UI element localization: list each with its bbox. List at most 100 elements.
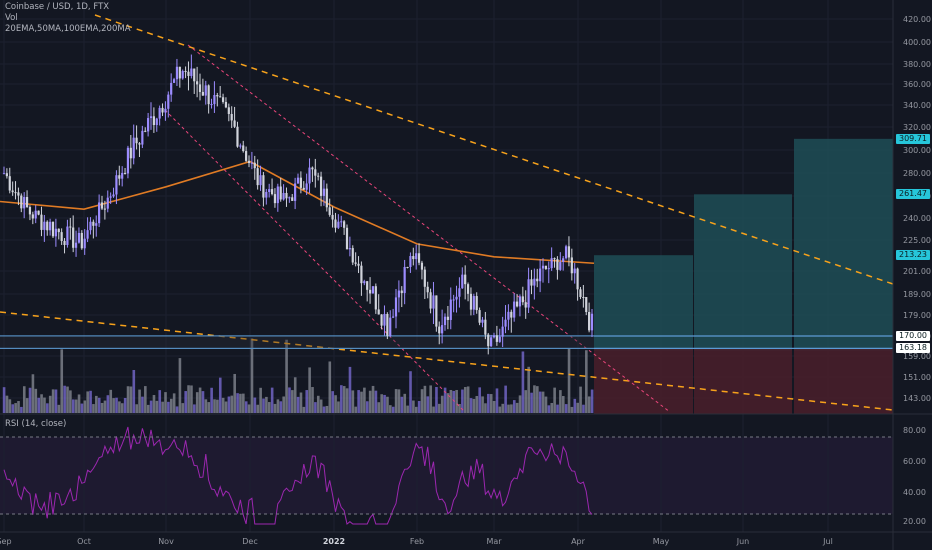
volume-label[interactable]: Vol	[5, 13, 18, 23]
candle-body	[66, 226, 69, 245]
time-axis[interactable]: Sep Oct Nov Dec 2022 Feb Mar Apr May Jun Jul	[0, 537, 833, 546]
lower-trendline	[0, 311, 894, 411]
candle-body	[144, 130, 147, 132]
candle-body	[524, 302, 527, 308]
volume-bar	[115, 397, 118, 413]
price-tick: 300.00	[903, 146, 931, 155]
time-tick: Sep	[0, 537, 12, 546]
volume-bar	[371, 385, 375, 413]
candle-body	[348, 248, 351, 250]
price-badge: 170.00	[896, 331, 930, 341]
volume-bar	[536, 386, 539, 413]
candle-body	[5, 173, 8, 177]
price-tick: 400.00	[903, 38, 931, 47]
candle-body	[475, 296, 478, 311]
candle-body	[72, 227, 75, 248]
volume-bar	[527, 366, 530, 413]
candle-body	[247, 160, 251, 164]
candle-body	[400, 290, 403, 294]
volume-bar	[435, 386, 438, 413]
volume-bar	[89, 390, 92, 413]
candle-body	[458, 288, 461, 297]
volume-bar	[553, 387, 556, 413]
ma-label[interactable]: 20EMA,50MA,100EMA,200MA	[5, 24, 131, 34]
price-tick: 240.00	[903, 214, 931, 223]
symbol-title[interactable]: Coinbase / USD, 1D, FTX	[5, 2, 110, 12]
candle-body	[314, 169, 317, 176]
candle-body	[221, 97, 225, 102]
candle-body	[541, 265, 545, 269]
candle-body	[46, 221, 49, 231]
price-badge: 163.18	[896, 343, 930, 354]
volume-bar	[417, 400, 421, 413]
price-tick: 340.00	[903, 101, 931, 110]
candle-body	[74, 242, 78, 248]
candle-body	[426, 286, 429, 293]
volume-bar	[576, 402, 579, 413]
candle-body	[296, 177, 300, 184]
candle-body	[115, 175, 118, 195]
volume-bar	[11, 404, 15, 413]
candle-body	[466, 284, 470, 294]
candle-body	[547, 268, 550, 270]
candle-body	[518, 296, 522, 307]
candle-body	[539, 268, 542, 282]
volume-bar	[198, 387, 202, 413]
volume-bar	[386, 396, 389, 413]
candle-body	[57, 228, 60, 233]
time-tick: 2022	[323, 537, 345, 546]
candle-body	[573, 268, 576, 274]
volume-bar	[218, 377, 222, 413]
volume-bar	[216, 399, 219, 413]
volume-bar	[293, 377, 297, 413]
candle-body	[579, 289, 582, 298]
candle-body	[429, 292, 432, 309]
price-tick: 225.00	[903, 236, 931, 245]
volume-bar	[204, 399, 208, 413]
candle-body	[123, 172, 127, 174]
candle-body	[25, 197, 29, 208]
candle-body	[322, 188, 326, 196]
price-tick: 201.00	[903, 267, 931, 276]
volume-bar	[518, 395, 522, 413]
candle-body	[34, 210, 37, 219]
candle-body	[544, 265, 547, 269]
candle-body	[521, 296, 524, 303]
rsi-label[interactable]: RSI (14, close)	[5, 419, 67, 429]
level-zone	[0, 336, 594, 349]
volume-bar	[489, 394, 493, 413]
candle-body	[495, 335, 498, 342]
price-badge: 213.23	[896, 250, 930, 261]
price-tick: 420.00	[903, 15, 931, 24]
candle-body	[204, 85, 207, 96]
volume-bar	[201, 391, 205, 413]
volume-bar	[158, 390, 162, 413]
volume-bar	[357, 390, 360, 413]
price-tick: 151.00	[903, 373, 931, 382]
volume-bar	[325, 405, 329, 413]
candle-body	[469, 293, 473, 310]
candle-body	[172, 79, 176, 83]
candle-body	[325, 188, 328, 208]
volume-bar	[541, 391, 545, 413]
volume-bar	[227, 396, 231, 413]
candle-body	[371, 286, 375, 294]
volume-bar	[530, 392, 533, 413]
volume-bar	[432, 406, 435, 413]
volume-bar	[585, 350, 588, 413]
volume-bar	[567, 348, 571, 413]
volume-bar	[487, 393, 490, 413]
candle-body	[510, 311, 513, 318]
candle-body	[498, 336, 501, 342]
candle-body	[100, 202, 104, 209]
volume-bar	[351, 390, 355, 413]
candle-body	[368, 289, 372, 294]
volume-bar	[195, 392, 199, 413]
volume-bar	[109, 389, 113, 413]
volume-bar	[270, 387, 274, 413]
volume-bar	[481, 396, 484, 413]
time-tick: Feb	[410, 537, 424, 546]
rsi-tick: 80.00	[903, 426, 926, 435]
time-tick: Dec	[242, 537, 257, 546]
